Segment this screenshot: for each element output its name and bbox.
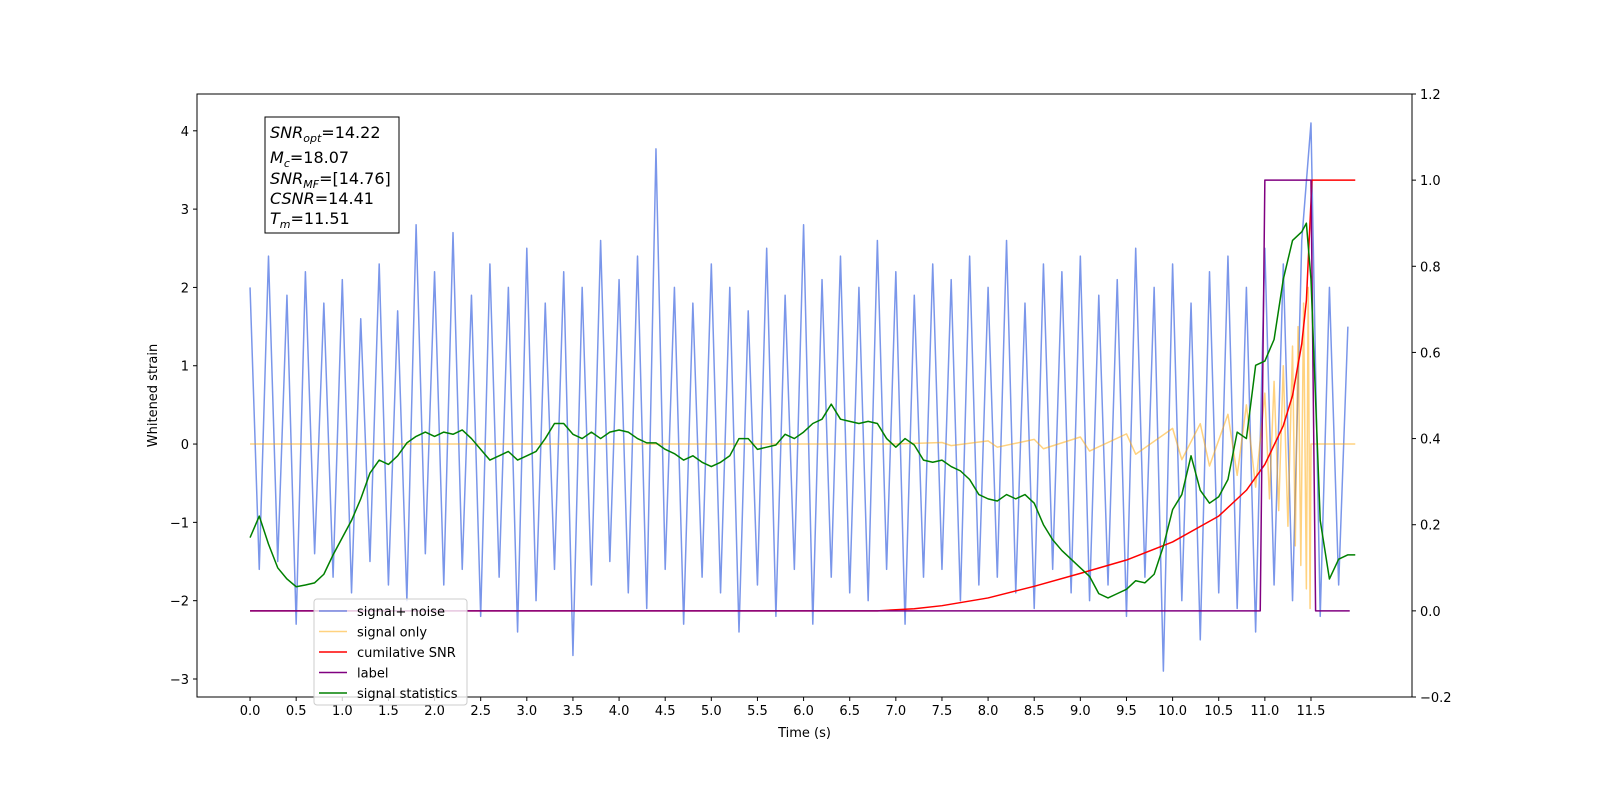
x-tick-label: 3.5 <box>563 704 584 719</box>
y-tick-label: −1 <box>170 516 189 531</box>
x-tick-label: 5.0 <box>701 704 722 719</box>
series-line <box>250 179 1350 612</box>
annotation-subscript: MF <box>303 178 319 191</box>
legend-frame <box>313 598 468 706</box>
x-tick-label: 9.0 <box>1070 704 1091 719</box>
y2-tick-label: 0.0 <box>1420 605 1441 620</box>
y-tick-label: 1 <box>181 360 189 375</box>
y-axis-label: Whitened strain <box>146 344 161 447</box>
annotation-text: SNRMF=[14.76] <box>270 169 391 191</box>
x-tick-label: 4.5 <box>655 704 676 719</box>
annotation-value: =14.41 <box>315 189 374 208</box>
legend-label: signal only <box>357 626 427 641</box>
annotation-value: =11.51 <box>291 209 350 228</box>
annotation-symbol: SNR <box>270 169 303 188</box>
x-tick-label: 2.0 <box>424 704 445 719</box>
annotation-value: =14.22 <box>321 123 380 142</box>
x-tick-label: 7.5 <box>932 704 953 719</box>
y-tick-label: 2 <box>181 281 189 296</box>
x-tick-label: 7.0 <box>885 704 906 719</box>
y-tick-label: 3 <box>181 203 189 218</box>
x-tick-label: 3.0 <box>516 704 537 719</box>
annotation-subscript: m <box>280 218 291 231</box>
legend-label: signal statistics <box>357 687 458 702</box>
annotation-text: Tm=11.51 <box>270 209 350 231</box>
axes-frame <box>196 93 1413 698</box>
x-tick-label: 8.0 <box>978 704 999 719</box>
x-tick-label: 1.0 <box>332 704 353 719</box>
x-tick-label: 6.5 <box>839 704 860 719</box>
y2-tick-label: −0.2 <box>1420 691 1452 706</box>
x-tick-label: 6.0 <box>793 704 814 719</box>
y-tick-label: −3 <box>170 673 189 688</box>
annotation-value: =18.07 <box>290 148 349 167</box>
x-axis-label: Time (s) <box>777 726 831 741</box>
legend-label: label <box>357 667 388 682</box>
y-tick-label: 0 <box>181 438 189 453</box>
y-tick-label: −2 <box>170 595 189 610</box>
annotation-symbol: M <box>270 148 284 167</box>
annotation-subscript: opt <box>303 132 322 145</box>
annotation-text: SNRopt=14.22 <box>270 123 381 145</box>
y2-tick-label: 0.4 <box>1420 433 1441 448</box>
y2-tick-label: 0.8 <box>1420 260 1441 275</box>
x-tick-label: 1.5 <box>378 704 399 719</box>
y2-tick-label: 0.2 <box>1420 519 1441 534</box>
x-tick-label: 4.0 <box>609 704 630 719</box>
y2-tick-label: 1.0 <box>1420 174 1441 189</box>
x-tick-label: 11.0 <box>1250 704 1279 719</box>
x-tick-label: 0.0 <box>240 704 261 719</box>
y2-tick-label: 1.2 <box>1420 88 1441 103</box>
x-tick-label: 11.5 <box>1297 704 1326 719</box>
annotation-box: SNRopt=14.22Mc=18.07SNRMF=[14.76]CSNR=14… <box>264 116 400 234</box>
y2-tick-label: 0.6 <box>1420 346 1441 361</box>
series-line <box>249 222 1356 599</box>
x-tick-label: 10.0 <box>1158 704 1187 719</box>
x-tick-label: 0.5 <box>286 704 307 719</box>
annotation-subscript: c <box>284 157 290 170</box>
annotation-value: =[14.76] <box>319 169 391 188</box>
x-tick-label: 9.5 <box>1116 704 1137 719</box>
legend: signal+ noise signal only cumilative SNR la… <box>313 598 468 706</box>
series-line <box>250 286 1356 610</box>
x-tick-label: 10.5 <box>1204 704 1233 719</box>
legend-label: cumilative SNR <box>357 646 456 661</box>
annotation-symbol: SNR <box>270 123 303 142</box>
series-line <box>250 179 1356 612</box>
annotation-text: Mc=18.07 <box>270 148 349 170</box>
x-tick-label: 2.5 <box>470 704 491 719</box>
annotation-frame <box>264 116 400 234</box>
series-line <box>249 122 1349 672</box>
x-tick-label: 5.5 <box>747 704 768 719</box>
y-tick-label: 4 <box>181 125 189 140</box>
x-tick-label: 8.5 <box>1024 704 1045 719</box>
annotation-symbol: CSNR <box>270 189 315 208</box>
legend-label: signal+ noise <box>357 605 445 620</box>
annotation-text: CSNR=14.41 <box>270 189 374 208</box>
annotation-symbol: T <box>270 209 281 228</box>
plot-area <box>249 122 1356 672</box>
